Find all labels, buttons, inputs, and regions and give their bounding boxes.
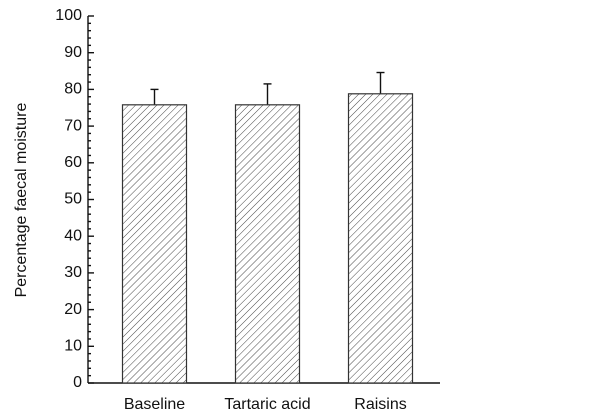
y-axis-label: Percentage faecal moisture [13, 103, 30, 298]
y-tick-label: 40 [64, 227, 82, 244]
x-tick-label: Tartaric acid [224, 396, 310, 413]
y-tick-label: 30 [64, 264, 82, 281]
y-tick-label: 0 [73, 374, 82, 391]
x-tick-label: Raisins [354, 396, 406, 413]
y-tick-label: 10 [64, 338, 82, 355]
y-tick-label: 20 [64, 301, 82, 318]
x-tick-label: Baseline [124, 396, 185, 413]
y-tick-label: 50 [64, 191, 82, 208]
y-tick-label: 100 [55, 7, 82, 24]
y-tick-label: 70 [64, 117, 82, 134]
bar [234, 104, 301, 384]
y-tick-label: 90 [64, 44, 82, 61]
y-tick-label: 60 [64, 154, 82, 171]
bar [347, 93, 414, 384]
y-tick-label: 80 [64, 81, 82, 98]
bar [121, 104, 188, 384]
